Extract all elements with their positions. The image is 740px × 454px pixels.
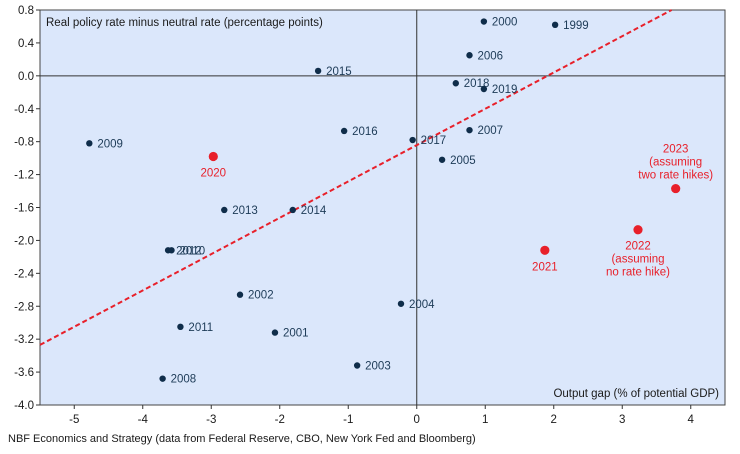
data-point: [466, 52, 473, 59]
y-tick-label: -4.0: [14, 400, 34, 412]
x-tick-label: 2: [551, 414, 557, 426]
point-label: 2012: [176, 245, 202, 257]
point-label: 2015: [326, 66, 352, 78]
x-tick-label: -2: [275, 414, 285, 426]
point-label: 2019: [492, 84, 518, 96]
data-point: [671, 183, 681, 194]
point-label: 2001: [283, 328, 309, 340]
y-tick-label: -3.2: [14, 334, 34, 346]
y-tick-label: 0.8: [18, 5, 34, 17]
data-point: [466, 126, 473, 134]
point-label: 2021: [532, 261, 558, 273]
trend-line: [39, 9, 673, 346]
point-label: 2013: [232, 205, 258, 217]
point-label: two rate hikes): [638, 170, 713, 182]
point-label: 2002: [248, 290, 274, 302]
y-tick-label: 0.4: [18, 38, 35, 50]
data-point: [480, 85, 488, 93]
point-label: 2023: [663, 144, 689, 156]
point-label: 2006: [477, 50, 503, 62]
source-note: NBF Economics and Strategy (data from Fe…: [8, 433, 476, 445]
y-tick-label: -1.6: [14, 203, 34, 215]
y-tick-label: -0.8: [14, 137, 34, 149]
data-point: [168, 247, 175, 254]
point-label: 2011: [188, 322, 213, 334]
point-label: no rate hike): [606, 267, 670, 279]
x-tick-label: -4: [138, 414, 149, 426]
point-label: 2017: [421, 135, 447, 147]
x-tick-label: -3: [206, 414, 216, 426]
scatter-chart: 0.8 0.4 0.0 -0.4 -0.8 -1.2 -1.6 -2.0 -2.4 -2.8 -3.…: [14, 5, 726, 426]
data-point: [289, 206, 296, 214]
data-point: [452, 80, 459, 87]
point-label: 2005: [450, 155, 476, 167]
data-point: [271, 329, 279, 336]
x-axis-annotation: Output gap (% of potential GDP): [553, 388, 719, 400]
x-tick-label: -5: [69, 414, 79, 426]
data-point: [397, 300, 405, 307]
point-label: 1999: [563, 20, 589, 32]
data-point: [438, 156, 446, 163]
point-label: 2020: [201, 167, 227, 179]
y-tick-label: -2.8: [14, 301, 34, 313]
plot-area: [39, 9, 726, 406]
point-label: 2014: [301, 205, 327, 217]
axes: 0.8 0.4 0.0 -0.4 -0.8 -1.2 -1.6 -2.0 -2.4 -2.8 -3.…: [14, 5, 725, 426]
data-point: [540, 245, 550, 255]
x-tick-label: 0: [414, 414, 420, 426]
x-tick-label: -1: [343, 414, 353, 426]
data-point: [159, 375, 166, 382]
point-label: (assuming: [611, 254, 664, 266]
point-label: 2009: [97, 138, 123, 150]
x-tick-label: 4: [688, 414, 695, 426]
y-tick-label: -3.6: [14, 367, 34, 379]
data-point: [633, 225, 643, 235]
y-tick-label: -2.0: [14, 235, 34, 247]
point-label: 2004: [409, 299, 435, 311]
point-label: 2022: [625, 241, 651, 253]
point-label: 2000: [492, 17, 518, 29]
y-tick-label: -2.4: [14, 268, 34, 280]
data-point: [353, 362, 361, 369]
data-point: [340, 127, 348, 135]
data-point: [221, 206, 228, 214]
data-point: [177, 323, 184, 331]
point-label: (assuming: [649, 157, 702, 169]
y-tick-label: -0.4: [14, 104, 34, 116]
data-point: [86, 140, 93, 147]
y-axis-annotation: Real policy rate minus neutral rate (per…: [46, 17, 323, 29]
data-point: [236, 291, 244, 298]
data-point: [551, 21, 559, 29]
data-point: [480, 18, 488, 25]
x-tick-label: 1: [482, 414, 488, 426]
data-point: [409, 136, 416, 144]
point-label: 2008: [171, 374, 197, 386]
data-point: [314, 67, 322, 75]
x-tick-label: 3: [619, 414, 625, 426]
point-label: 2003: [365, 361, 391, 373]
point-label: 2016: [352, 126, 378, 138]
point-label: 2007: [477, 125, 503, 137]
point-label: 2010: [180, 245, 206, 257]
y-tick-label: -1.2: [14, 170, 34, 182]
y-tick-label: 0.0: [18, 71, 34, 83]
data-point: [208, 151, 218, 162]
